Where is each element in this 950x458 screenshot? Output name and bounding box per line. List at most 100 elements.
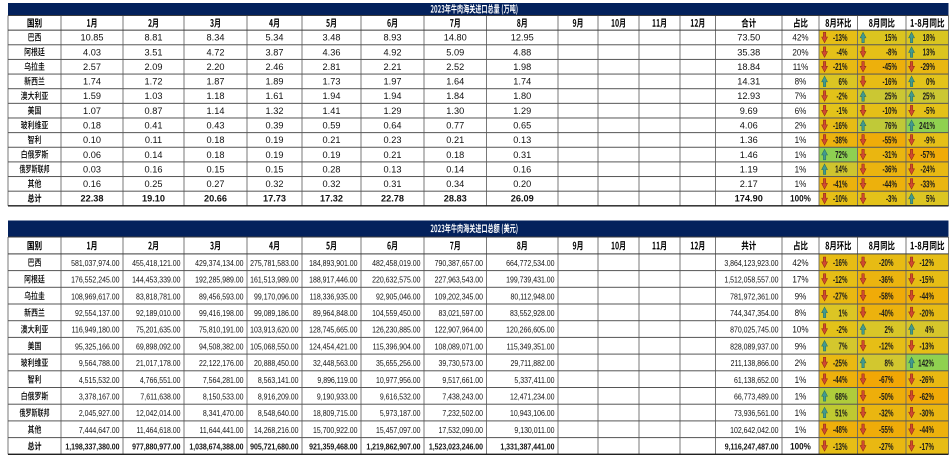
svg-text:14.31: 14.31 <box>737 76 760 86</box>
svg-text:0.27: 0.27 <box>207 179 225 189</box>
svg-text:6%: 6% <box>839 75 848 87</box>
svg-text:83,552,928.00: 83,552,928.00 <box>510 308 554 318</box>
svg-text:1.32: 1.32 <box>266 106 284 116</box>
svg-text:0.64: 0.64 <box>384 120 402 130</box>
svg-text:1,331,387,441.00: 1,331,387,441.00 <box>500 442 554 452</box>
svg-text:7%: 7% <box>839 340 848 352</box>
svg-text:0.39: 0.39 <box>266 120 284 130</box>
svg-text:-20%: -20% <box>879 257 894 269</box>
svg-text:-12%: -12% <box>920 257 935 269</box>
svg-text:8%: 8% <box>795 308 807 319</box>
svg-text:73,936,561.00: 73,936,561.00 <box>734 409 778 419</box>
svg-text:8,150,533.00: 8,150,533.00 <box>203 392 244 402</box>
svg-text:1.84: 1.84 <box>446 91 464 101</box>
svg-text:-12%: -12% <box>879 340 894 352</box>
svg-text:11,464,618.00: 11,464,618.00 <box>137 425 181 435</box>
svg-text:83,818,781.00: 83,818,781.00 <box>136 292 180 302</box>
svg-text:-10%: -10% <box>833 192 848 204</box>
svg-text:275,781,583.00: 275,781,583.00 <box>250 258 298 268</box>
svg-text:102,642,042.00: 102,642,042.00 <box>730 425 778 435</box>
svg-text:1%: 1% <box>795 149 807 160</box>
svg-text:17,532,090.00: 17,532,090.00 <box>439 425 483 435</box>
svg-text:-13%: -13% <box>920 340 935 352</box>
svg-text:14,268,216.00: 14,268,216.00 <box>254 425 298 435</box>
svg-text:18%: 18% <box>923 31 936 43</box>
svg-text:2,045,927.00: 2,045,927.00 <box>79 409 120 419</box>
svg-text:20,888,450.00: 20,888,450.00 <box>254 359 298 369</box>
svg-text:8,916,209.00: 8,916,209.00 <box>258 392 299 402</box>
svg-text:977,880,977.00: 977,880,977.00 <box>132 442 180 452</box>
svg-text:95,325,166.00: 95,325,166.00 <box>75 342 119 352</box>
svg-text:-20%: -20% <box>920 307 935 319</box>
svg-text:14%: 14% <box>835 163 848 175</box>
svg-text:199,739,431.00: 199,739,431.00 <box>506 275 554 285</box>
svg-text:0.43: 0.43 <box>207 120 225 130</box>
svg-text:3.48: 3.48 <box>323 33 341 43</box>
svg-text:12.93: 12.93 <box>737 91 760 101</box>
svg-text:1%: 1% <box>795 391 807 402</box>
svg-text:1%: 1% <box>795 164 807 175</box>
svg-text:4,515,532.00: 4,515,532.00 <box>79 375 120 385</box>
svg-text:2.81: 2.81 <box>323 62 341 72</box>
svg-text:11,644,441.00: 11,644,441.00 <box>200 425 244 435</box>
svg-text:100%: 100% <box>790 193 811 204</box>
svg-text:1.98: 1.98 <box>513 62 531 72</box>
svg-text:26.09: 26.09 <box>511 194 534 204</box>
svg-text:4%: 4% <box>925 323 934 335</box>
svg-text:18.84: 18.84 <box>737 62 760 72</box>
svg-text:2%: 2% <box>885 323 894 335</box>
svg-text:-26%: -26% <box>920 373 935 385</box>
svg-text:3.87: 3.87 <box>266 47 284 57</box>
svg-text:61,138,652.00: 61,138,652.00 <box>734 375 778 385</box>
svg-text:-8%: -8% <box>886 46 897 58</box>
svg-text:8%: 8% <box>885 357 894 369</box>
svg-text:4.06: 4.06 <box>740 120 758 130</box>
svg-text:4.36: 4.36 <box>323 47 341 57</box>
svg-text:35.38: 35.38 <box>737 47 760 57</box>
svg-text:0%: 0% <box>926 75 935 87</box>
svg-text:0.23: 0.23 <box>384 135 402 145</box>
svg-text:1.14: 1.14 <box>207 106 225 116</box>
svg-text:161,513,989.00: 161,513,989.00 <box>250 275 298 285</box>
svg-text:1,512,058,557.00: 1,512,058,557.00 <box>724 275 778 285</box>
svg-text:12,471,234.00: 12,471,234.00 <box>510 392 554 402</box>
svg-text:-58%: -58% <box>879 290 894 302</box>
svg-text:1%: 1% <box>795 135 807 146</box>
svg-text:103,913,620.00: 103,913,620.00 <box>250 325 298 335</box>
svg-text:0.32: 0.32 <box>266 179 284 189</box>
svg-text:1.64: 1.64 <box>446 76 464 86</box>
svg-text:0.16: 0.16 <box>145 164 163 174</box>
svg-text:89,456,593.00: 89,456,593.00 <box>199 292 243 302</box>
svg-text:118,336,935.00: 118,336,935.00 <box>310 292 358 302</box>
svg-text:2.09: 2.09 <box>145 62 163 72</box>
svg-text:7,564,281.00: 7,564,281.00 <box>203 375 244 385</box>
svg-text:7,232,502.00: 7,232,502.00 <box>442 409 483 419</box>
svg-text:0.13: 0.13 <box>513 135 531 145</box>
svg-text:-44%: -44% <box>883 178 898 190</box>
svg-text:0.14: 0.14 <box>145 150 163 160</box>
svg-text:-50%: -50% <box>879 390 894 402</box>
svg-text:2.57: 2.57 <box>83 62 101 72</box>
svg-text:105,068,550.00: 105,068,550.00 <box>250 342 298 352</box>
svg-text:7%: 7% <box>795 91 807 102</box>
svg-text:9,896,119.00: 9,896,119.00 <box>317 375 357 385</box>
svg-text:8.34: 8.34 <box>207 33 225 43</box>
svg-text:0.32: 0.32 <box>323 179 341 189</box>
svg-text:0.13: 0.13 <box>384 164 402 174</box>
svg-text:15%: 15% <box>885 31 898 43</box>
svg-text:0.25: 0.25 <box>145 179 163 189</box>
svg-text:-45%: -45% <box>883 61 898 73</box>
svg-text:-55%: -55% <box>879 424 894 436</box>
svg-text:0.15: 0.15 <box>266 164 284 174</box>
svg-text:1.18: 1.18 <box>207 91 225 101</box>
svg-text:-27%: -27% <box>833 290 848 302</box>
svg-text:12.95: 12.95 <box>511 33 534 43</box>
svg-text:28.83: 28.83 <box>444 194 467 204</box>
svg-text:126,230,885.00: 126,230,885.00 <box>372 325 420 335</box>
svg-text:921,359,468.00: 921,359,468.00 <box>309 442 357 452</box>
svg-text:1.73: 1.73 <box>323 76 341 86</box>
svg-text:8.81: 8.81 <box>145 33 163 43</box>
svg-text:5,337,411.00: 5,337,411.00 <box>514 375 554 385</box>
svg-text:0.15: 0.15 <box>207 164 225 174</box>
svg-text:184,893,901.00: 184,893,901.00 <box>309 258 357 268</box>
